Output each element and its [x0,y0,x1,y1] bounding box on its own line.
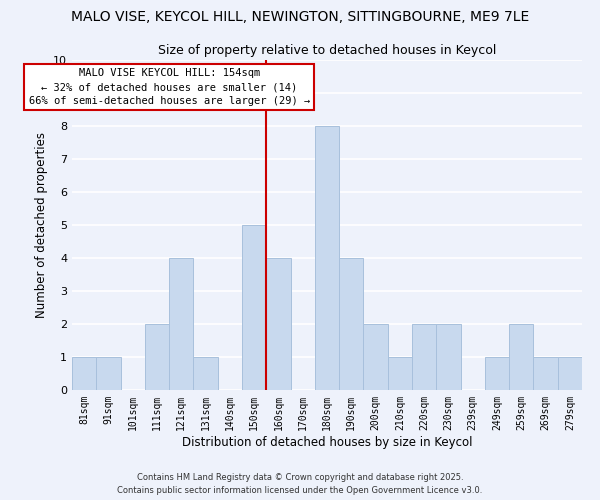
Text: MALO VISE KEYCOL HILL: 154sqm
← 32% of detached houses are smaller (14)
66% of s: MALO VISE KEYCOL HILL: 154sqm ← 32% of d… [29,68,310,106]
Title: Size of property relative to detached houses in Keycol: Size of property relative to detached ho… [158,44,496,58]
X-axis label: Distribution of detached houses by size in Keycol: Distribution of detached houses by size … [182,436,472,448]
Bar [533,357,558,390]
Bar [412,324,436,390]
Bar [266,258,290,390]
Bar [315,126,339,390]
Bar [485,357,509,390]
Bar [388,357,412,390]
Text: MALO VISE, KEYCOL HILL, NEWINGTON, SITTINGBOURNE, ME9 7LE: MALO VISE, KEYCOL HILL, NEWINGTON, SITTI… [71,10,529,24]
Bar [193,357,218,390]
Bar [145,324,169,390]
Bar [72,357,96,390]
Bar [509,324,533,390]
Text: Contains HM Land Registry data © Crown copyright and database right 2025.
Contai: Contains HM Land Registry data © Crown c… [118,474,482,495]
Bar [339,258,364,390]
Y-axis label: Number of detached properties: Number of detached properties [35,132,47,318]
Bar [436,324,461,390]
Bar [558,357,582,390]
Bar [96,357,121,390]
Bar [242,225,266,390]
Bar [169,258,193,390]
Bar [364,324,388,390]
